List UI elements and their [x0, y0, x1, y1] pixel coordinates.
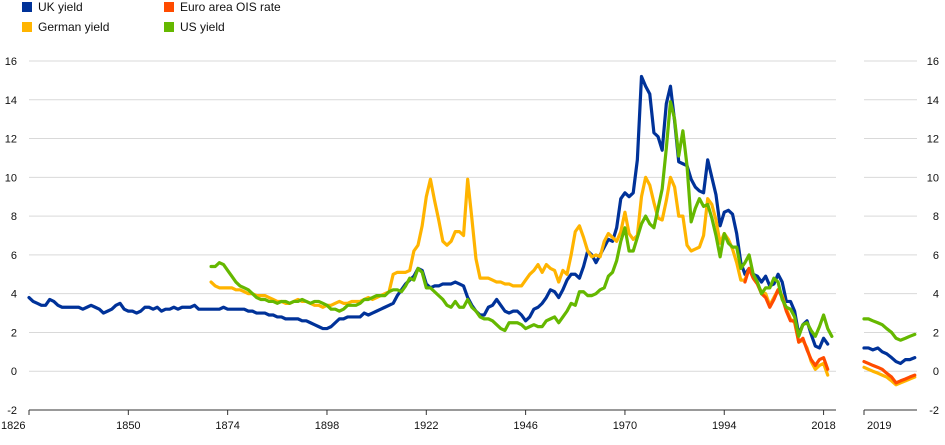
left-y-tick-label-2: -2: [7, 405, 17, 417]
legend-label-german-yield: German yield: [38, 20, 110, 34]
right-y-tick-label-2: -2: [929, 405, 939, 417]
legend-item-german-yield: German yield: [22, 20, 109, 34]
legend-item-uk-yield: UK yield: [22, 0, 83, 14]
left-y-tick-label-2: 2: [11, 327, 17, 339]
right-y-tick-label-2: 2: [933, 327, 939, 339]
main-series-uk-yield-line: [27, 74, 830, 350]
left-y-tick-label-12: 12: [5, 134, 17, 146]
side-series-uk-yield-line: [862, 346, 917, 366]
legend-swatch-german-yield: [22, 22, 32, 32]
main-x-tick-label-1994: 1994: [712, 420, 736, 432]
legend-swatch-uk-yield: [22, 2, 32, 12]
right-y-tick-label-6: 6: [933, 250, 939, 262]
legend-item-us-yield: US yield: [164, 20, 225, 34]
main-x-tick-label-1826: 1826: [1, 420, 25, 432]
right-y-tick-label-4: 4: [933, 289, 939, 301]
legend-item-euro-ois: Euro area OIS rate: [164, 0, 281, 14]
legend-label-us-yield: US yield: [180, 20, 225, 34]
left-y-tick-label-6: 6: [11, 250, 17, 262]
left-y-tick-label-14: 14: [5, 95, 17, 107]
side-series-us-yield-line: [862, 317, 917, 342]
left-y-tick-label-10: 10: [5, 172, 17, 184]
side-series-german-yield-line: [862, 365, 917, 387]
right-y-tick-label-8: 8: [933, 211, 939, 223]
legend-swatch-euro-ois: [164, 2, 174, 12]
main-x-tick-label-1874: 1874: [215, 420, 239, 432]
right-y-tick-label-14: 14: [927, 95, 939, 107]
left-y-tick-label-4: 4: [11, 289, 17, 301]
legend-swatch-us-yield: [164, 22, 174, 32]
main-series-us-yield-line: [209, 100, 834, 338]
main-x-tick-label-1898: 1898: [315, 420, 339, 432]
right-y-tick-label-0: 0: [933, 366, 939, 378]
main-panel: 1826 1850 1874 1898 1922 1946 1970 1994 2018 -2 0 2…: [1, 56, 836, 432]
main-x-tick-label-2018: 2018: [811, 420, 835, 432]
chart-legend: UK yield German yield Euro area OIS rate…: [22, 0, 422, 40]
main-x-tick-label-1850: 1850: [116, 420, 140, 432]
legend-label-uk-yield: UK yield: [38, 0, 83, 14]
side-series-euro-area-ois-rate-line: [862, 359, 917, 385]
side-x-tick-label-2019: 2019: [867, 420, 891, 432]
left-y-tick-label-16: 16: [5, 56, 17, 68]
main-x-tick-label-1970: 1970: [613, 420, 637, 432]
left-y-tick-label-0: 0: [11, 366, 17, 378]
main-series-german-yield-line: [209, 175, 830, 377]
right-y-tick-label-10: 10: [927, 172, 939, 184]
right-y-tick-label-16: 16: [927, 56, 939, 68]
main-x-tick-label-1922: 1922: [414, 420, 438, 432]
right-y-tick-label-12: 12: [927, 134, 939, 146]
left-y-tick-label-8: 8: [11, 211, 17, 223]
side-panel: 2019 -2 0 2 4 6 8 10 12 14 16: [862, 56, 939, 432]
main-x-tick-label-1946: 1946: [513, 420, 537, 432]
legend-label-euro-ois: Euro area OIS rate: [180, 0, 281, 14]
